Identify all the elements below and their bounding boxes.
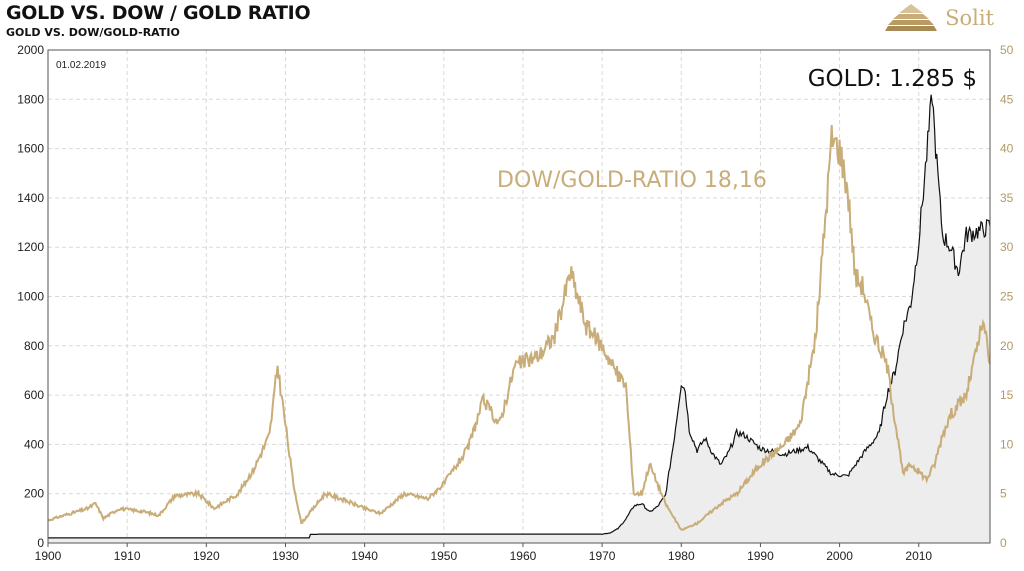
x-tick-label: 2010 <box>905 549 932 563</box>
left-tick-label: 1000 <box>17 290 44 304</box>
right-tick-label: 50 <box>1000 43 1014 57</box>
right-tick-label: 0 <box>1000 536 1007 550</box>
right-tick-label: 40 <box>1000 142 1014 156</box>
x-tick-label: 1900 <box>35 549 62 563</box>
left-tick-label: 2000 <box>17 43 44 57</box>
date-label: 01.02.2019 <box>56 60 106 71</box>
x-axis: 1900 1910 1920 1930 1940 1950 1960 1970 1980 1990… <box>35 543 932 563</box>
x-tick-label: 1980 <box>668 549 695 563</box>
x-tick-label: 1920 <box>193 549 220 563</box>
gridlines <box>48 50 990 543</box>
right-tick-label: 35 <box>1000 191 1014 205</box>
logo-text: Solit <box>945 6 994 30</box>
left-tick-label: 1600 <box>17 142 44 156</box>
plot-frame <box>47 49 991 544</box>
dow-gold-ratio-line <box>47 124 991 531</box>
x-tick-label: 1990 <box>747 549 774 563</box>
right-tick-label: 10 <box>1000 437 1014 451</box>
gold-price-line <box>48 94 991 539</box>
right-axis: 0 5 10 15 20 25 30 35 40 45 50 <box>1000 43 1014 550</box>
ratio-annotation: DOW/GOLD-RATIO 18,16 <box>497 168 767 193</box>
x-tick-label: 1950 <box>430 549 457 563</box>
left-tick-label: 1800 <box>17 92 44 106</box>
left-tick-label: 800 <box>24 339 44 353</box>
left-tick-label: 600 <box>24 388 44 402</box>
gold-price-annotation: GOLD: 1.285 $ <box>808 66 977 92</box>
right-tick-label: 30 <box>1000 240 1014 254</box>
chart-title: GOLD VS. DOW / GOLD RATIO <box>6 2 311 24</box>
right-tick-label: 25 <box>1000 290 1014 304</box>
right-tick-label: 20 <box>1000 339 1014 353</box>
left-tick-label: 200 <box>24 487 44 501</box>
right-tick-label: 15 <box>1000 388 1014 402</box>
x-tick-label: 1970 <box>589 549 616 563</box>
gold-price-area <box>48 94 990 543</box>
left-tick-label: 1200 <box>17 240 44 254</box>
x-tick-label: 1940 <box>351 549 378 563</box>
right-tick-label: 45 <box>1000 92 1014 106</box>
pyramid-icon <box>885 4 938 31</box>
x-tick-label: 2000 <box>826 549 853 563</box>
left-tick-label: 1400 <box>17 191 44 205</box>
x-tick-label: 1960 <box>510 549 537 563</box>
left-tick-label: 0 <box>37 536 44 550</box>
left-axis: 0 200 400 600 800 1000 1200 1400 1600 1800 2000 <box>17 43 44 550</box>
left-tick-label: 400 <box>24 437 44 451</box>
solit-logo: Solit <box>885 3 994 33</box>
chart-subtitle: GOLD VS. DOW/GOLD-RATIO <box>6 26 180 39</box>
right-tick-label: 5 <box>1000 487 1007 501</box>
x-tick-label: 1910 <box>114 549 141 563</box>
x-tick-label: 1930 <box>272 549 299 563</box>
